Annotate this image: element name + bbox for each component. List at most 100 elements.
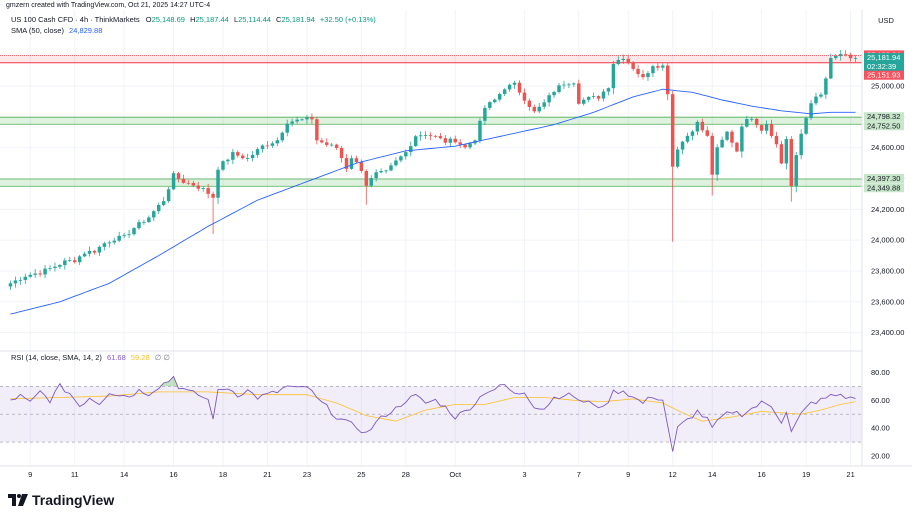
- candle-body[interactable]: [58, 265, 62, 267]
- candle-body[interactable]: [112, 240, 116, 243]
- support-zone[interactable]: [0, 178, 862, 187]
- candle-body[interactable]: [784, 139, 789, 164]
- candle-body[interactable]: [102, 243, 107, 247]
- candle-body[interactable]: [527, 100, 532, 107]
- candle-body[interactable]: [517, 82, 522, 93]
- candle-body[interactable]: [710, 135, 714, 175]
- rsi-band[interactable]: [0, 386, 862, 443]
- candle-body[interactable]: [759, 125, 764, 131]
- candle-body[interactable]: [843, 53, 848, 55]
- candle-body[interactable]: [344, 158, 349, 169]
- candle-body[interactable]: [567, 84, 571, 86]
- candle-body[interactable]: [77, 256, 82, 263]
- candle-body[interactable]: [97, 246, 102, 253]
- candle-body[interactable]: [819, 94, 823, 97]
- candle-body[interactable]: [255, 149, 260, 155]
- candle-body[interactable]: [137, 222, 141, 229]
- candle-body[interactable]: [636, 68, 640, 74]
- candle-body[interactable]: [621, 58, 625, 60]
- candle-body[interactable]: [18, 279, 23, 281]
- candle-body[interactable]: [413, 136, 418, 147]
- candle-body[interactable]: [82, 253, 87, 257]
- candle-body[interactable]: [201, 188, 205, 189]
- candle-body[interactable]: [666, 65, 670, 95]
- candle-body[interactable]: [670, 94, 675, 167]
- candle-body[interactable]: [774, 136, 779, 145]
- candle-body[interactable]: [809, 103, 813, 119]
- candle-body[interactable]: [596, 96, 601, 99]
- candle-body[interactable]: [789, 139, 794, 187]
- candle-body[interactable]: [507, 84, 512, 90]
- candle-body[interactable]: [68, 260, 72, 262]
- candle-body[interactable]: [260, 145, 265, 150]
- candle-body[interactable]: [23, 276, 28, 280]
- candle-body[interactable]: [522, 92, 527, 101]
- candle-body[interactable]: [779, 144, 784, 164]
- candle-body[interactable]: [241, 155, 245, 159]
- candle-body[interactable]: [502, 89, 507, 94]
- candle-body[interactable]: [448, 138, 453, 143]
- candle-body[interactable]: [646, 73, 650, 78]
- candle-body[interactable]: [250, 154, 255, 159]
- candle-body[interactable]: [581, 99, 586, 104]
- candle-body[interactable]: [675, 149, 680, 167]
- rsi-legend[interactable]: RSI (14, close, SMA, 14, 2) 61.68 59.28 …: [11, 353, 170, 362]
- candle-body[interactable]: [394, 160, 398, 166]
- candle-body[interactable]: [764, 124, 769, 131]
- candle-body[interactable]: [562, 84, 566, 86]
- candle-body[interactable]: [196, 185, 200, 189]
- candle-body[interactable]: [186, 182, 191, 184]
- candle-body[interactable]: [824, 78, 828, 95]
- candle-body[interactable]: [547, 95, 551, 103]
- candle-body[interactable]: [305, 117, 309, 120]
- candle-body[interactable]: [295, 119, 299, 122]
- support-zone[interactable]: [0, 117, 862, 125]
- candle-body[interactable]: [359, 162, 364, 172]
- candle-body[interactable]: [384, 170, 388, 172]
- candle-body[interactable]: [171, 173, 176, 190]
- candle-body[interactable]: [374, 172, 378, 179]
- candle-body[interactable]: [799, 133, 803, 156]
- candle-body[interactable]: [107, 242, 112, 244]
- candle-body[interactable]: [48, 267, 52, 269]
- candle-body[interactable]: [300, 119, 304, 121]
- candle-body[interactable]: [591, 96, 596, 97]
- candle-body[interactable]: [63, 260, 67, 266]
- candle-body[interactable]: [497, 93, 502, 100]
- candle-body[interactable]: [685, 135, 690, 142]
- candle-body[interactable]: [700, 121, 705, 131]
- candle-body[interactable]: [715, 147, 719, 175]
- candle-body[interactable]: [611, 64, 616, 89]
- candle-body[interactable]: [369, 178, 373, 186]
- candle-body[interactable]: [231, 152, 235, 160]
- candle-body[interactable]: [132, 228, 136, 235]
- candle-body[interactable]: [814, 96, 818, 104]
- candle-body[interactable]: [606, 88, 611, 92]
- candle-body[interactable]: [601, 91, 606, 99]
- candle-body[interactable]: [754, 118, 759, 126]
- candle-body[interactable]: [38, 273, 42, 275]
- candle-body[interactable]: [680, 141, 685, 150]
- candle-body[interactable]: [320, 140, 324, 143]
- candle-body[interactable]: [745, 119, 749, 127]
- candle-body[interactable]: [458, 142, 462, 145]
- resistance-zone[interactable]: [0, 55, 862, 63]
- candle-body[interactable]: [804, 118, 808, 134]
- candle-body[interactable]: [285, 123, 289, 133]
- candle-body[interactable]: [379, 170, 383, 173]
- candle-body[interactable]: [552, 92, 556, 96]
- candle-body[interactable]: [478, 120, 482, 141]
- candle-body[interactable]: [152, 211, 156, 218]
- candle-body[interactable]: [117, 235, 121, 241]
- candle-body[interactable]: [730, 131, 734, 143]
- candle-body[interactable]: [769, 124, 774, 137]
- candle-body[interactable]: [641, 73, 645, 78]
- candle-body[interactable]: [834, 56, 838, 59]
- candle-body[interactable]: [438, 136, 443, 139]
- candle-body[interactable]: [433, 135, 438, 137]
- candle-body[interactable]: [176, 173, 181, 179]
- candle-body[interactable]: [542, 102, 546, 107]
- candle-body[interactable]: [512, 82, 517, 85]
- candle-body[interactable]: [142, 222, 146, 223]
- candle-body[interactable]: [310, 117, 314, 120]
